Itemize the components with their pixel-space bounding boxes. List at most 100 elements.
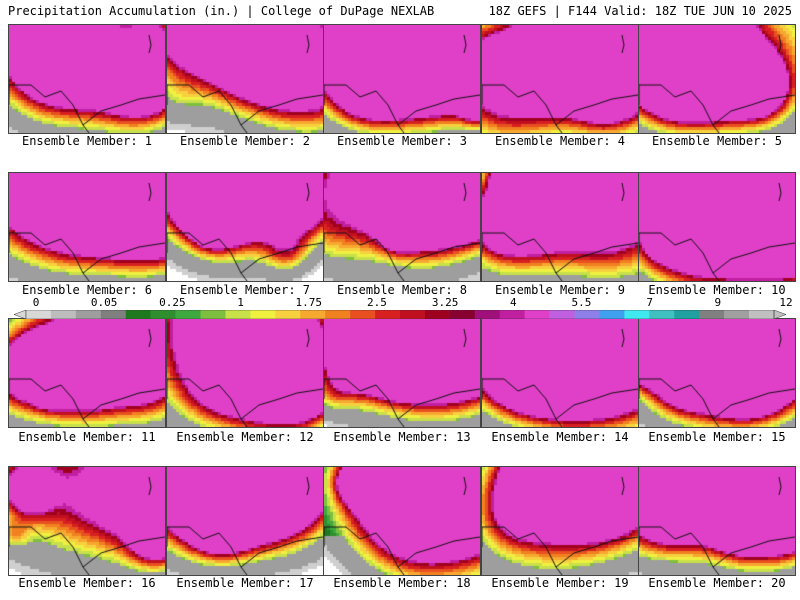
valid-time-label: 18Z GEFS | F144 Valid: 18Z TUE JUN 10 20… (488, 4, 792, 18)
ensemble-member-map (481, 172, 639, 282)
ensemble-member-map (8, 466, 166, 576)
ensemble-member-map (8, 318, 166, 428)
ensemble-member-label: Ensemble Member: 8 (336, 283, 468, 297)
ensemble-member-label: Ensemble Member: 17 (176, 576, 314, 590)
colorbar-segment (200, 310, 226, 319)
precipitation-field (639, 173, 795, 281)
colorbar-tick-label: 3.25 (431, 296, 459, 309)
ensemble-member-label: Ensemble Member: 12 (176, 430, 314, 444)
colorbar-segment (26, 310, 52, 319)
colorbar-segment (225, 310, 251, 319)
ensemble-member-label: Ensemble Member: 16 (18, 576, 156, 590)
precipitation-field (482, 467, 638, 575)
ensemble-member-map (166, 24, 324, 134)
ensemble-member-label: Ensemble Member: 14 (491, 430, 629, 444)
colorbar-tick-label: 12 (779, 296, 793, 309)
ensemble-member-label: Ensemble Member: 6 (21, 283, 153, 297)
colorbar-tick-label: 2.5 (366, 296, 387, 309)
colorbar-segment (749, 310, 775, 319)
colorbar-segment (624, 310, 650, 319)
colorbar-segment (400, 310, 426, 319)
ensemble-member-map (323, 318, 481, 428)
colorbar-max-arrow (773, 310, 786, 319)
ensemble-member-map (166, 318, 324, 428)
precipitation-field (9, 173, 165, 281)
ensemble-member-map (481, 318, 639, 428)
colorbar-segment (674, 310, 700, 319)
ensemble-member-map (481, 24, 639, 134)
ensemble-member-map (166, 172, 324, 282)
colorbar-segment (549, 310, 575, 319)
colorbar-tick-label: 0.25 (159, 296, 186, 309)
colorbar-tick-label: 9 (714, 296, 722, 309)
ensemble-member-map (166, 466, 324, 576)
ensemble-member-label: Ensemble Member: 5 (651, 134, 783, 148)
ensemble-member-map (8, 24, 166, 134)
ensemble-member-label: Ensemble Member: 1 (21, 134, 153, 148)
precipitation-field (324, 25, 480, 133)
ensemble-member-map (638, 24, 796, 134)
colorbar-segment (75, 310, 102, 319)
colorbar-tick-label: 4 (509, 296, 517, 309)
ensemble-member-map (638, 318, 796, 428)
map-title: Precipitation Accumulation (in.) | Colle… (8, 4, 435, 18)
ensemble-member-map (323, 24, 481, 134)
precipitation-field (9, 467, 165, 575)
precipitation-field (167, 467, 323, 575)
precipitation-field (324, 319, 480, 427)
ensemble-member-map (323, 466, 481, 576)
colorbar-segment (375, 310, 401, 319)
precipitation-field (324, 173, 480, 281)
precipitation-field (9, 319, 165, 427)
colorbar-segment (150, 310, 176, 319)
colorbar-segment (649, 310, 675, 319)
precipitation-field (639, 25, 795, 133)
precipitation-field (482, 25, 638, 133)
colorbar-segment (275, 310, 301, 319)
precipitation-field (167, 25, 323, 133)
colorbar-segment (524, 310, 550, 319)
ensemble-member-map (638, 172, 796, 282)
ensemble-member-map (8, 172, 166, 282)
colorbar-segment (125, 310, 151, 319)
ensemble-member-label: Ensemble Member: 7 (179, 283, 311, 297)
precipitation-field (9, 25, 165, 133)
ensemble-member-label: Ensemble Member: 10 (648, 283, 786, 297)
ensemble-member-map (481, 466, 639, 576)
ensemble-member-map (638, 466, 796, 576)
colorbar-tick-label: 0 (32, 296, 40, 309)
colorbar-tick-label: 7 (646, 296, 653, 309)
precipitation-field (482, 173, 638, 281)
colorbar-segment (300, 310, 326, 319)
precipitation-field (167, 173, 323, 281)
ensemble-member-label: Ensemble Member: 11 (18, 430, 156, 444)
ensemble-member-label: Ensemble Member: 15 (648, 430, 786, 444)
colorbar-tick-label: 5.5 (571, 296, 592, 309)
precipitation-colorbar (14, 310, 786, 319)
colorbar-segment (449, 310, 476, 319)
colorbar-segment (325, 310, 351, 319)
ensemble-member-label: Ensemble Member: 19 (491, 576, 629, 590)
colorbar-tick-label: 1.75 (295, 296, 322, 309)
ensemble-member-label: Ensemble Member: 13 (333, 430, 471, 444)
colorbar-segment (50, 310, 77, 319)
colorbar-tick-label: 0.05 (90, 296, 118, 309)
colorbar-tick-label: 1 (237, 296, 244, 309)
ensemble-member-label: Ensemble Member: 4 (494, 134, 626, 148)
colorbar-segment (599, 310, 625, 319)
colorbar-segment (424, 310, 451, 319)
precipitation-field (482, 319, 638, 427)
colorbar-segment (499, 310, 525, 319)
colorbar-segment (699, 310, 725, 319)
ensemble-member-map (323, 172, 481, 282)
colorbar-tick-labels: 0 0.05 0.25 1 1.75 2.5 3.25 4 5.5 7 9 12 (22, 296, 793, 309)
ensemble-member-label: Ensemble Member: 2 (179, 134, 311, 148)
precipitation-field (639, 467, 795, 575)
colorbar-segment (250, 310, 276, 319)
colorbar-segment (175, 310, 201, 319)
precipitation-field (167, 319, 323, 427)
ensemble-member-label: Ensemble Member: 9 (494, 283, 626, 297)
colorbar-segment (474, 310, 501, 319)
colorbar-segment (100, 310, 127, 319)
precipitation-field (324, 467, 480, 575)
